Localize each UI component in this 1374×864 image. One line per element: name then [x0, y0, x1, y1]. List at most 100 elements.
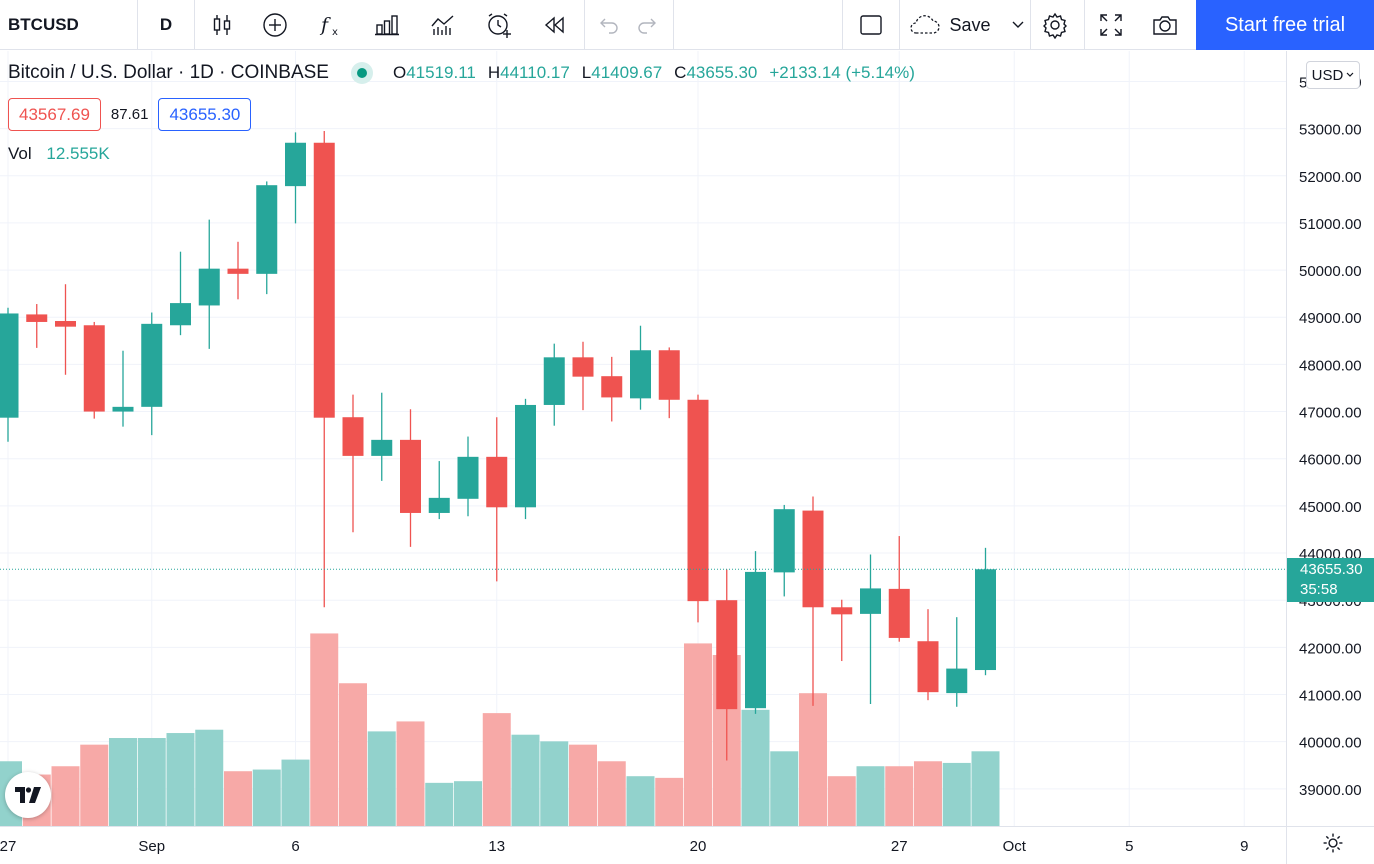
- y-tick-label: 48000.00: [1299, 357, 1362, 374]
- volume-bar: [511, 734, 540, 826]
- price-axis[interactable]: 39000.0040000.0041000.0042000.0043000.00…: [1299, 74, 1362, 798]
- volume-bar: [454, 781, 482, 826]
- svg-text:x: x: [332, 27, 338, 38]
- tradingview-logo[interactable]: [5, 772, 51, 818]
- volume-bar: [885, 766, 914, 826]
- candle-body: [400, 439, 421, 513]
- symbol-search-button[interactable]: BTCUSD: [0, 0, 138, 50]
- candle: [543, 343, 565, 426]
- volume-bar: [252, 769, 281, 826]
- volume-bar: [425, 782, 454, 826]
- currency-select[interactable]: USD: [1306, 61, 1360, 89]
- volume-bar: [856, 766, 885, 826]
- chevron-down-icon[interactable]: [1011, 20, 1025, 30]
- candle: [400, 409, 421, 547]
- candle: [170, 251, 191, 336]
- candle-body: [486, 456, 508, 508]
- replay-icon[interactable]: [532, 0, 578, 50]
- change-value: +2133.14 (+5.14%): [769, 63, 915, 82]
- candle: [975, 547, 996, 676]
- candle: [342, 394, 364, 533]
- bar-countdown: 35:58: [1300, 581, 1338, 598]
- candle: [428, 461, 450, 520]
- candle-body: [227, 268, 249, 274]
- alert-icon[interactable]: [476, 0, 522, 50]
- y-tick-label: 50000.00: [1299, 263, 1362, 280]
- add-indicator-icon[interactable]: [252, 0, 298, 50]
- interval-button[interactable]: D: [159, 15, 173, 34]
- volume-bar: [281, 759, 310, 826]
- buy-price-button[interactable]: 43655.30: [158, 98, 252, 131]
- candle-body: [543, 357, 565, 405]
- y-tick-label: 49000.00: [1299, 310, 1362, 327]
- price-chart[interactable]: 39000.0040000.0041000.0042000.0043000.00…: [0, 51, 1374, 864]
- save-label: Save: [949, 14, 991, 35]
- candle-body: [371, 439, 393, 456]
- start-free-trial-button[interactable]: Start free trial: [1196, 0, 1374, 50]
- candle-body: [802, 510, 824, 608]
- volume-bar: [971, 751, 1000, 826]
- templates-icon[interactable]: [420, 0, 466, 50]
- candle-body: [716, 600, 738, 710]
- volume-bar: [224, 771, 252, 826]
- fullscreen-icon[interactable]: [1088, 0, 1134, 50]
- candle-body: [342, 417, 364, 456]
- candle: [83, 321, 105, 419]
- symbol-title[interactable]: Bitcoin / U.S. Dollar · 1D · COINBASE: [8, 62, 329, 83]
- volume-bars: [0, 633, 1000, 826]
- candle-body: [917, 641, 939, 693]
- layout-icon[interactable]: [848, 0, 894, 50]
- y-tick-label: 39000.00: [1299, 782, 1362, 799]
- chart-legend: Bitcoin / U.S. Dollar · 1D · COINBASE O4…: [8, 62, 915, 84]
- candle: [716, 569, 738, 761]
- gear-icon[interactable]: [1032, 0, 1078, 50]
- bar-chart-icon[interactable]: [364, 0, 410, 50]
- candles-icon[interactable]: [200, 0, 244, 50]
- candle: [26, 304, 48, 348]
- candles: [0, 130, 996, 761]
- volume-bar: [310, 633, 339, 826]
- time-axis[interactable]: 27 Sep 6 13 20 27 Oct 5 9: [0, 838, 1248, 855]
- candle: [55, 284, 76, 375]
- candle: [831, 599, 853, 662]
- y-tick-label: 45000.00: [1299, 499, 1362, 516]
- sell-price-button[interactable]: 43567.69: [8, 98, 101, 131]
- save-button[interactable]: Save: [906, 0, 1026, 50]
- candle-body: [112, 406, 134, 412]
- x-tick-label: 27: [891, 838, 908, 855]
- x-tick-label: 6: [291, 838, 299, 855]
- volume-bar: [51, 766, 80, 826]
- candle-body: [198, 268, 220, 306]
- x-tick-label: 5: [1125, 838, 1133, 855]
- volume-bar: [684, 643, 712, 826]
- candle-body: [860, 588, 881, 614]
- market-status-icon[interactable]: [350, 62, 373, 84]
- volume-bar: [166, 733, 195, 826]
- x-tick-label: 9: [1240, 838, 1248, 855]
- y-tick-label: 40000.00: [1299, 735, 1362, 752]
- candle: [572, 341, 594, 411]
- currency-label: USD: [1311, 66, 1344, 84]
- low-value: L41409.67: [581, 63, 663, 82]
- candle: [687, 394, 709, 623]
- candle: [285, 132, 306, 224]
- chart-settings-gear-icon[interactable]: [1322, 832, 1344, 854]
- candle-body: [687, 399, 709, 602]
- y-tick-label: 53000.00: [1299, 122, 1362, 139]
- svg-text:f: f: [319, 14, 331, 36]
- candle: [313, 130, 335, 608]
- volume-bar: [339, 683, 367, 826]
- volume-legend[interactable]: Vol 12.555K: [8, 144, 110, 164]
- last-price-label: 43655.30 35:58: [1287, 558, 1374, 602]
- candle: [141, 312, 163, 436]
- camera-icon[interactable]: [1142, 0, 1188, 50]
- candle-body: [83, 325, 105, 412]
- candle-body: [0, 313, 19, 418]
- candle-body: [428, 497, 450, 513]
- volume-bar: [367, 731, 396, 826]
- redo-icon[interactable]: [632, 0, 664, 50]
- candle: [457, 436, 479, 517]
- undo-icon[interactable]: [592, 0, 624, 50]
